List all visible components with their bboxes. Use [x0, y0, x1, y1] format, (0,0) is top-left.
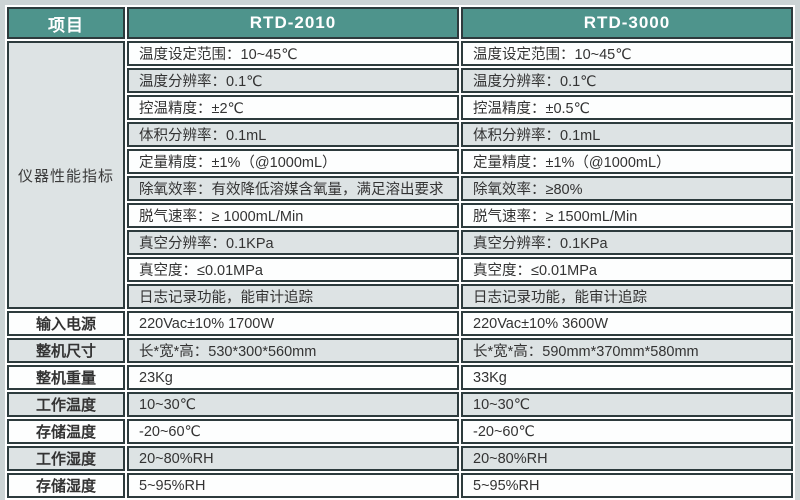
perf-value-rtd2010: 温度分辨率：0.1℃ [127, 68, 459, 93]
perf-value-rtd3000: 除氧效率：≥80% [461, 176, 793, 201]
spec-value-rtd2010: 10~30℃ [127, 392, 459, 417]
perf-row-temp-resolution: 温度分辨率：0.1℃ 温度分辨率：0.1℃ [7, 68, 793, 93]
spec-row-storage-humidity: 存储湿度 5~95%RH 5~95%RH [7, 473, 793, 498]
spec-label: 存储湿度 [7, 473, 125, 498]
spec-value-rtd2010: 20~80%RH [127, 446, 459, 471]
perf-value-rtd3000: 定量精度：±1%（@1000mL） [461, 149, 793, 174]
perf-value-rtd3000: 温度分辨率：0.1℃ [461, 68, 793, 93]
spec-value-rtd3000: 220Vac±10% 3600W [461, 311, 793, 336]
spec-value-rtd3000: 长*宽*高：590mm*370mm*580mm [461, 338, 793, 363]
column-header-rtd2010: RTD-2010 [127, 7, 459, 39]
spec-row-dimensions: 整机尺寸 长*宽*高：530*300*560mm 长*宽*高：590mm*370… [7, 338, 793, 363]
perf-row-vacuum-resolution: 真空分辨率：0.1KPa 真空分辨率：0.1KPa [7, 230, 793, 255]
column-header-item: 项目 [7, 7, 125, 39]
spec-label: 存储温度 [7, 419, 125, 444]
spec-row-storage-temp: 存储温度 -20~60℃ -20~60℃ [7, 419, 793, 444]
spec-value-rtd3000: -20~60℃ [461, 419, 793, 444]
perf-row-temp-accuracy: 控温精度：±2℃ 控温精度：±0.5℃ [7, 95, 793, 120]
spec-value-rtd3000: 20~80%RH [461, 446, 793, 471]
perf-row-volume-resolution: 体积分辨率：0.1mL 体积分辨率：0.1mL [7, 122, 793, 147]
perf-value-rtd2010: 真空分辨率：0.1KPa [127, 230, 459, 255]
spec-value-rtd2010: 长*宽*高：530*300*560mm [127, 338, 459, 363]
spec-value-rtd3000: 10~30℃ [461, 392, 793, 417]
perf-row-deoxygen-efficiency: 除氧效率：有效降低溶媒含氧量，满足溶出要求 除氧效率：≥80% [7, 176, 793, 201]
perf-section-label: 仪器性能指标 [7, 41, 125, 309]
spec-row-working-temp: 工作温度 10~30℃ 10~30℃ [7, 392, 793, 417]
spec-value-rtd2010: -20~60℃ [127, 419, 459, 444]
perf-value-rtd3000: 真空度：≤0.01MPa [461, 257, 793, 282]
spec-value-rtd2010: 23Kg [127, 365, 459, 390]
perf-value-rtd2010: 脱气速率：≥ 1000mL/Min [127, 203, 459, 228]
spec-label: 整机重量 [7, 365, 125, 390]
perf-value-rtd2010: 日志记录功能，能审计追踪 [127, 284, 459, 309]
perf-value-rtd3000: 温度设定范围：10~45℃ [461, 41, 793, 66]
perf-value-rtd2010: 控温精度：±2℃ [127, 95, 459, 120]
perf-row-temp-range: 仪器性能指标 温度设定范围：10~45℃ 温度设定范围：10~45℃ [7, 41, 793, 309]
spec-row-input-power: 输入电源 220Vac±10% 1700W 220Vac±10% 3600W [7, 311, 793, 336]
perf-value-rtd2010: 定量精度：±1%（@1000mL） [127, 149, 459, 174]
perf-value-rtd2010: 真空度：≤0.01MPa [127, 257, 459, 282]
spec-label: 输入电源 [7, 311, 125, 336]
spec-row-weight: 整机重量 23Kg 33Kg [7, 365, 793, 390]
spec-label: 工作温度 [7, 392, 125, 417]
spec-value-rtd3000: 33Kg [461, 365, 793, 390]
spec-label: 整机尺寸 [7, 338, 125, 363]
spec-value-rtd3000: 5~95%RH [461, 473, 793, 498]
perf-value-rtd2010: 温度设定范围：10~45℃ [127, 41, 459, 66]
perf-value-rtd3000: 体积分辨率：0.1mL [461, 122, 793, 147]
spec-value-rtd2010: 220Vac±10% 1700W [127, 311, 459, 336]
perf-row-vacuum-degree: 真空度：≤0.01MPa 真空度：≤0.01MPa [7, 257, 793, 282]
perf-value-rtd2010: 除氧效率：有效降低溶媒含氧量，满足溶出要求 [127, 176, 459, 201]
table-header-row: 项目 RTD-2010 RTD-3000 [7, 7, 793, 39]
perf-value-rtd2010: 体积分辨率：0.1mL [127, 122, 459, 147]
spec-sheet-page: 项目 RTD-2010 RTD-3000 仪器性能指标 温度设定范围：10~45… [5, 5, 795, 500]
perf-row-dosing-accuracy: 定量精度：±1%（@1000mL） 定量精度：±1%（@1000mL） [7, 149, 793, 174]
product-comparison-table: 项目 RTD-2010 RTD-3000 仪器性能指标 温度设定范围：10~45… [5, 5, 795, 500]
column-header-rtd3000: RTD-3000 [461, 7, 793, 39]
perf-row-degas-rate: 脱气速率：≥ 1000mL/Min 脱气速率：≥ 1500mL/Min [7, 203, 793, 228]
perf-value-rtd3000: 真空分辨率：0.1KPa [461, 230, 793, 255]
perf-value-rtd3000: 控温精度：±0.5℃ [461, 95, 793, 120]
spec-row-working-humidity: 工作湿度 20~80%RH 20~80%RH [7, 446, 793, 471]
perf-row-audit-log: 日志记录功能，能审计追踪 日志记录功能，能审计追踪 [7, 284, 793, 309]
perf-value-rtd3000: 脱气速率：≥ 1500mL/Min [461, 203, 793, 228]
perf-value-rtd3000: 日志记录功能，能审计追踪 [461, 284, 793, 309]
spec-label: 工作湿度 [7, 446, 125, 471]
spec-value-rtd2010: 5~95%RH [127, 473, 459, 498]
